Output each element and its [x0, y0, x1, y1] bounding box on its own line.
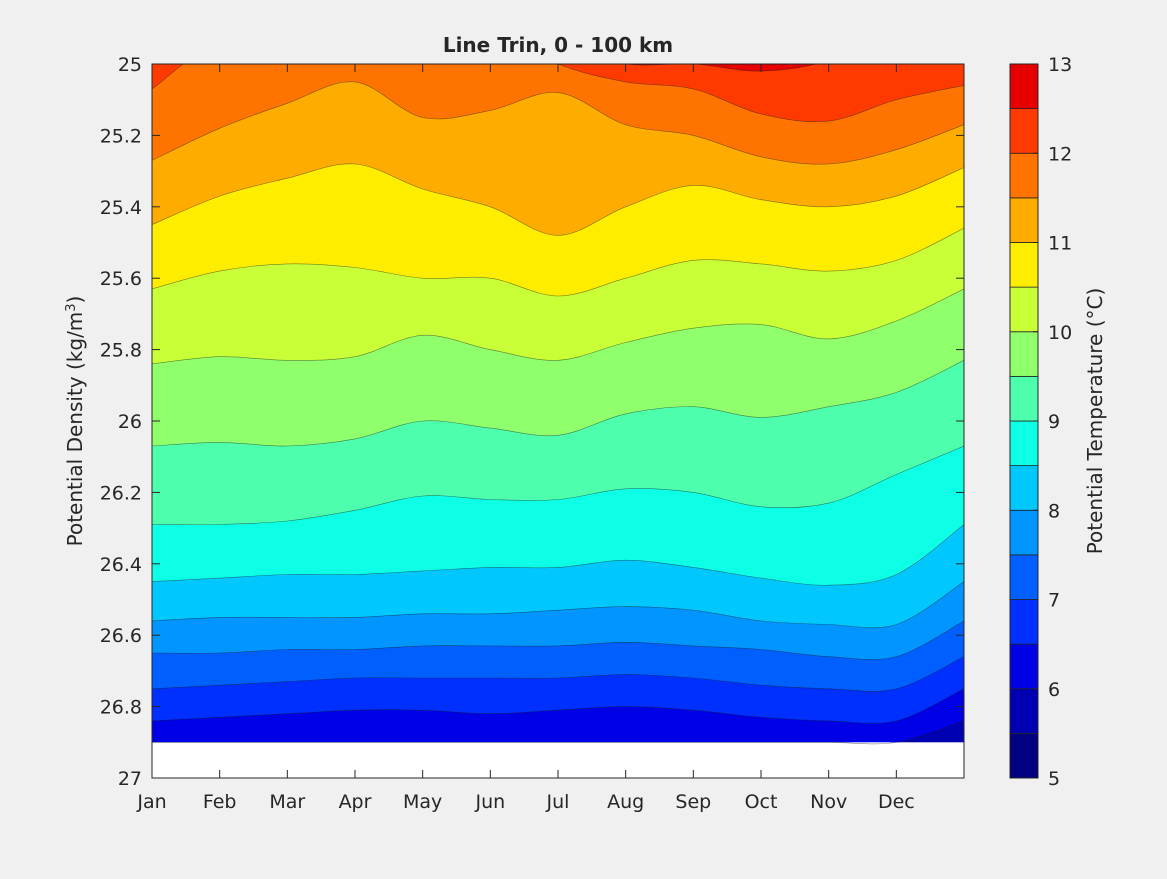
x-tick-label: Oct — [745, 791, 778, 813]
contour-line — [152, 360, 964, 447]
colorbar-tick-label: 10 — [1048, 322, 1072, 344]
contour-line — [152, 720, 964, 745]
y-axis-label-close: ) — [63, 296, 87, 304]
x-tick-label: Nov — [810, 791, 847, 813]
colorbar-tick-label: 5 — [1048, 768, 1060, 790]
y-axis-label: Potential Density (kg/m3) — [63, 296, 87, 547]
x-axis-ticks: Jan Feb Mar Apr May Jun Jul Aug Sep Oct Nov Dec — [136, 64, 915, 813]
colorbar-segment — [1009, 331, 1039, 377]
x-tick-label: Mar — [269, 791, 305, 813]
colorbar-tick-label: 6 — [1048, 679, 1060, 701]
contour-line — [152, 227, 964, 297]
contour-line — [152, 581, 964, 629]
colorbar-segment — [1009, 599, 1039, 645]
colorbar-segment — [1009, 554, 1039, 600]
contour-line — [152, 524, 964, 586]
colorbar-tick-label: 9 — [1048, 411, 1060, 433]
y-tick-label: 26.8 — [100, 697, 142, 719]
colorbar-label: Potential Temperature (°C) — [1083, 288, 1107, 555]
contour-line — [152, 688, 964, 724]
x-tick-label: Apr — [339, 791, 372, 813]
colorbar-segment — [1009, 63, 1039, 110]
contour-line — [152, 81, 964, 165]
colorbar-tick-label: 8 — [1048, 500, 1060, 522]
colorbar-segment — [1009, 152, 1039, 199]
colorbar-tick-label: 12 — [1048, 143, 1072, 165]
colorbar: 5 6 7 8 9 10 11 12 13 — [1009, 54, 1072, 790]
colorbar-segment — [1009, 732, 1039, 779]
colorbar-segment — [1009, 375, 1039, 422]
colorbar-segment — [1009, 242, 1039, 288]
x-tick-label: Feb — [203, 791, 237, 813]
x-tick-label: Dec — [878, 791, 915, 813]
x-tick-label: Jan — [136, 791, 166, 813]
contour-line — [152, 656, 964, 692]
colorbar-segment — [1009, 108, 1039, 154]
y-tick-label: 27 — [118, 768, 142, 790]
contour-line — [152, 64, 964, 123]
y-tick-label: 25.4 — [100, 197, 142, 219]
y-tick-label: 25.8 — [100, 340, 142, 362]
contour-fill-group — [152, 64, 964, 778]
colorbar-tick-label: 11 — [1048, 233, 1072, 255]
y-axis-label-text: Potential Density (kg/m — [63, 312, 87, 547]
y-axis-ticks: 25 25.2 25.4 25.6 25.8 26 26.2 26.4 26.6 26.8 27 — [100, 54, 964, 790]
colorbar-tick-label: 7 — [1048, 590, 1060, 612]
y-tick-label: 25.6 — [100, 268, 142, 290]
x-tick-label: Sep — [675, 791, 711, 813]
colorbar-segment — [1009, 509, 1039, 556]
colorbar-segment — [1009, 286, 1039, 333]
x-tick-label: Jul — [546, 791, 570, 813]
colorbar-segment — [1009, 688, 1039, 734]
y-tick-label: 26.6 — [100, 625, 142, 647]
contour-line — [152, 445, 964, 526]
y-tick-label: 26 — [118, 411, 142, 433]
x-tick-label: Aug — [607, 791, 644, 813]
y-axis-label-superscript: 3 — [64, 303, 79, 311]
x-tick-label: May — [403, 791, 442, 813]
y-tick-label: 25.2 — [100, 125, 142, 147]
colorbar-tick-label: 13 — [1048, 54, 1072, 76]
plot-area — [152, 64, 964, 778]
y-tick-label: 26.4 — [100, 554, 142, 576]
y-tick-label: 26.2 — [100, 482, 142, 504]
y-tick-label: 25 — [118, 54, 142, 76]
colorbar-segment — [1009, 420, 1039, 467]
contour-line — [152, 163, 964, 236]
colorbar-segment — [1009, 197, 1039, 243]
contour-line — [152, 288, 964, 365]
contour-line — [152, 620, 964, 660]
colorbar-segment — [1009, 465, 1039, 511]
x-tick-label: Jun — [474, 791, 505, 813]
colorbar-segment — [1009, 643, 1039, 690]
chart-title: Line Trin, 0 - 100 km — [443, 33, 673, 57]
